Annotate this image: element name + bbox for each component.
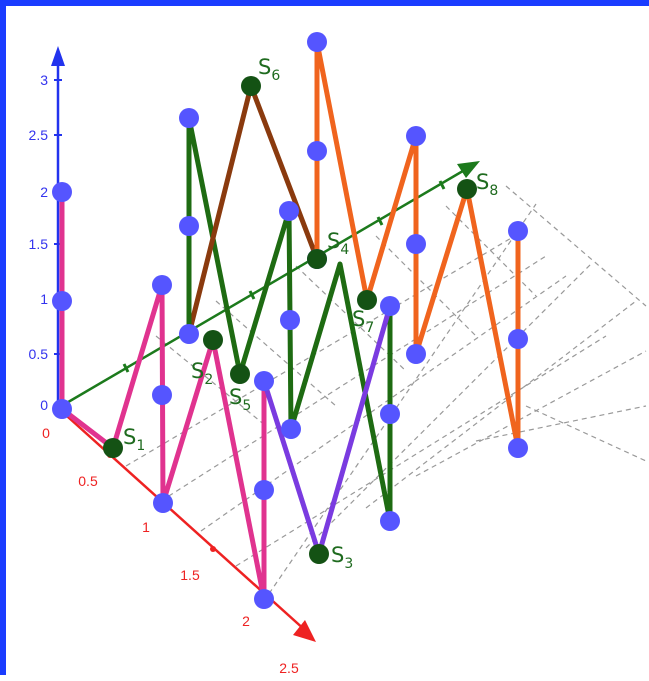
vertical-axis-tick-label: 2 (40, 184, 48, 200)
diagonal-axis-tick (122, 363, 130, 373)
s-point-marker (309, 544, 329, 564)
diagonal-axis-tick (376, 216, 384, 226)
vertex-point (179, 108, 199, 128)
vertex-point (152, 385, 172, 405)
vertex-point (406, 234, 426, 254)
vertex-point (508, 438, 528, 458)
vertex-point (279, 201, 299, 221)
s-point-label: S2 (191, 359, 213, 388)
grid-line (305, 263, 592, 549)
zigzag-path (186, 115, 393, 524)
vertex-point (508, 329, 528, 349)
vertex-point (508, 221, 528, 241)
diagonal-axis-tick (248, 290, 256, 300)
red-axis-arrowhead (293, 620, 316, 642)
s-point-marker (307, 249, 327, 269)
vertex-point (380, 404, 400, 424)
vertex-point (52, 291, 72, 311)
vertex-point (52, 182, 72, 202)
grid-line (160, 255, 547, 502)
vertex-point (307, 32, 327, 52)
vertex-point (179, 324, 199, 344)
s-point-label: S7 (352, 307, 374, 336)
s-point-label: S3 (331, 543, 353, 572)
vertical-axis-tick-label: 2.5 (29, 127, 49, 143)
vertex-point (281, 419, 301, 439)
vertical-axis-tick-label: 1.5 (29, 236, 49, 252)
red-axis-tick (210, 546, 216, 552)
zigzag-3d-diagram: 00.511.522.53 00.511.522.5 S1S2S3S4S5S6S… (29, 32, 647, 676)
vertex-point (152, 275, 172, 295)
vertex-point (380, 296, 400, 316)
grid-line (505, 185, 647, 307)
s-point-label: S1 (123, 425, 145, 454)
grid-line (415, 350, 647, 477)
grid-line (365, 300, 637, 509)
grid-line (525, 405, 647, 462)
s-point-label: S6 (258, 55, 280, 84)
vertex-point (406, 344, 426, 364)
red-axis-tick-label: 2 (242, 613, 250, 629)
vertex-point (406, 126, 426, 146)
s-point-label: S5 (229, 385, 251, 414)
red-axis-tick-label: 1 (142, 519, 150, 535)
s-point-marker (357, 290, 377, 310)
s-point-marker (103, 438, 123, 458)
s-point-marker (457, 179, 477, 199)
s-points: S1 S2 S3 S4 S5 S6 S7 S8 (103, 55, 498, 572)
vertex-point (254, 480, 274, 500)
red-axis-tick-label: 2.5 (279, 660, 299, 676)
grid-line (125, 233, 519, 467)
s-point-label: S4 (327, 229, 349, 258)
grid-line (445, 205, 537, 297)
vertex-point (307, 141, 327, 161)
vertical-axis-arrowhead (51, 46, 65, 66)
s-point-marker (241, 76, 261, 96)
vertical-axis-tick-label: 3 (40, 72, 48, 88)
vertical-axis-tick-label: 0 (40, 397, 48, 413)
s-point-marker (230, 364, 250, 384)
diagonal-axis-arrowhead (457, 161, 480, 178)
red-axis-ticks: 0 0.5 1 1.5 2 2.5 (42, 425, 299, 676)
red-axis-tick-label: 0.5 (78, 473, 98, 489)
vertex-point (380, 511, 400, 531)
grid-line (155, 335, 267, 427)
vertical-axis-tick-label: 1 (40, 291, 48, 307)
vertex-point (254, 589, 274, 609)
grid-line (375, 235, 477, 337)
s-point-marker (203, 330, 223, 350)
vertex-point (280, 310, 300, 330)
red-axis-tick-label: 1.5 (180, 567, 200, 583)
red-axis-tick-label: 0 (42, 425, 50, 441)
vertex-point (179, 216, 199, 236)
vertex-point (153, 493, 173, 513)
vertical-axis-tick-label: 0.5 (29, 346, 49, 362)
vertices (52, 32, 528, 609)
vertex-point (52, 399, 72, 419)
diagonal-axis-tick (438, 180, 446, 190)
vertex-point (254, 371, 274, 391)
s-point-label: S8 (476, 170, 498, 199)
grid-line (235, 335, 607, 567)
grid-line (475, 405, 647, 442)
